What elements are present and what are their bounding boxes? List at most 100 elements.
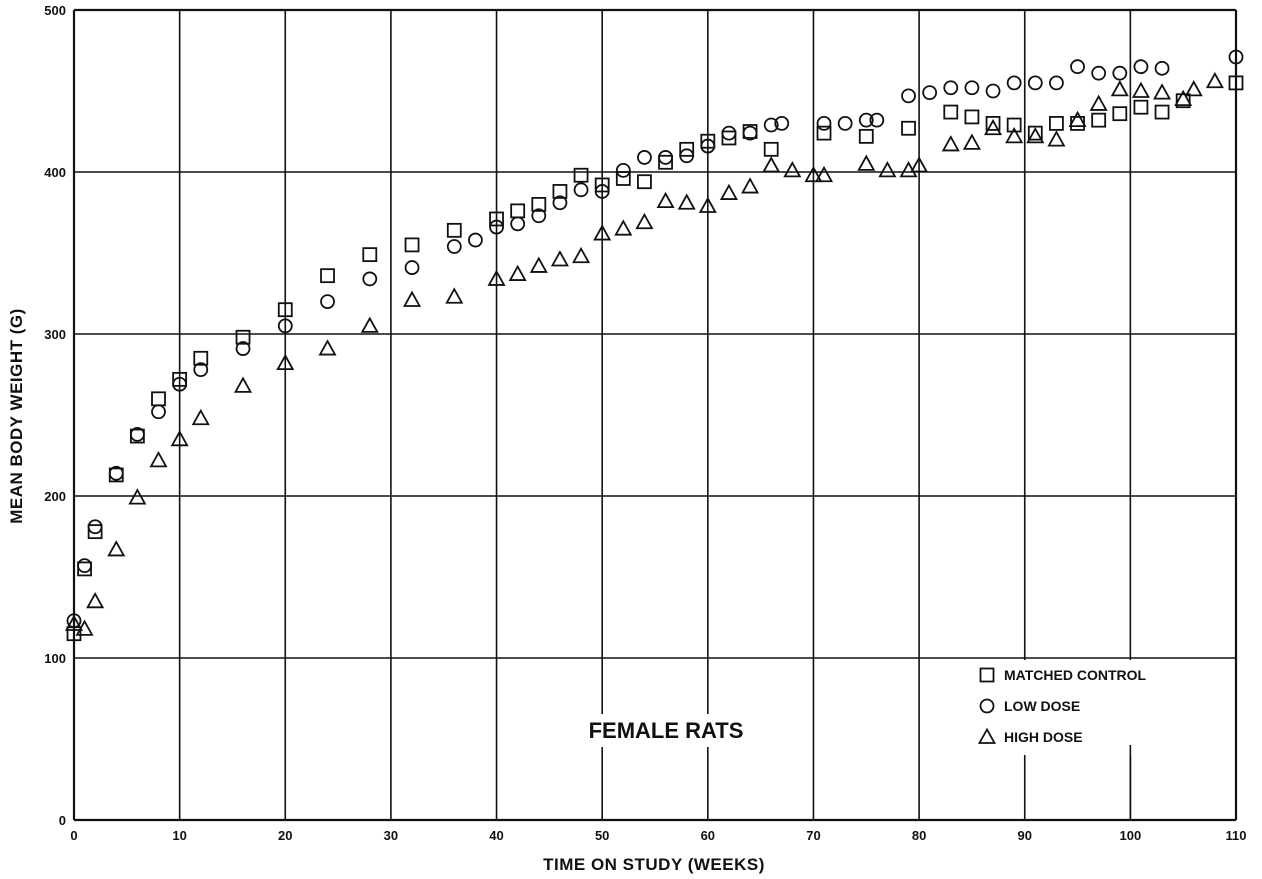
x-tick-label: 30 [384, 828, 398, 843]
point-triangle [1110, 80, 1129, 97]
point-circle [404, 260, 420, 275]
point-triangle [233, 376, 253, 393]
point-triangle [149, 451, 168, 468]
point-square [985, 116, 1001, 131]
point-square [87, 524, 103, 540]
legend-background [952, 660, 1187, 755]
point-triangle [1205, 71, 1224, 89]
point-square [531, 196, 547, 212]
point-square [658, 154, 673, 170]
point-triangle [1026, 127, 1045, 144]
point-circle [901, 88, 916, 104]
point-circle [108, 465, 124, 481]
legend-label: HIGH DOSE [1004, 729, 1083, 745]
point-circle [573, 182, 589, 198]
point-triangle [1174, 89, 1193, 106]
point-square [489, 211, 504, 227]
x-tick-label: 60 [701, 828, 715, 843]
point-triangle [487, 269, 506, 286]
point-triangle [508, 264, 527, 281]
x-axis-label: TIME ON STUDY (WEEKS) [543, 855, 765, 874]
point-circle [1049, 75, 1064, 91]
y-tick-label: 100 [44, 651, 66, 666]
chart-annotation: FEMALE RATS [589, 718, 744, 743]
y-axis-label: MEAN BODY WEIGHT (G) [7, 308, 26, 524]
point-square [637, 174, 652, 190]
point-square [510, 203, 526, 219]
point-triangle [878, 161, 897, 178]
point-circle [858, 112, 874, 128]
point-triangle [719, 183, 738, 200]
point-square [1112, 106, 1128, 122]
point-triangle [857, 154, 876, 171]
x-tick-label: 70 [806, 828, 820, 843]
point-square [1133, 99, 1149, 115]
point-circle [320, 294, 335, 310]
point-square [1006, 117, 1022, 133]
point-triangle [128, 488, 147, 505]
point-square [816, 125, 832, 141]
point-circle [172, 376, 188, 392]
point-triangle [941, 135, 960, 152]
point-circle [1154, 60, 1170, 76]
point-square [1027, 125, 1043, 141]
point-triangle [191, 408, 210, 426]
point-triangle [635, 212, 654, 230]
point-triangle [614, 219, 633, 236]
point-triangle [360, 316, 379, 333]
point-circle [763, 117, 779, 133]
point-circle [489, 219, 504, 235]
point-square [594, 177, 610, 193]
point-triangle [783, 161, 802, 178]
point-square [1228, 75, 1244, 91]
point-triangle [677, 193, 696, 210]
point-triangle [107, 540, 126, 557]
point-triangle [962, 133, 981, 150]
point-triangle [1131, 81, 1150, 98]
point-triangle [1184, 80, 1203, 97]
point-triangle [814, 165, 834, 183]
point-circle [531, 208, 547, 224]
point-triangle [1089, 94, 1108, 111]
point-circle [468, 232, 483, 248]
point-square [858, 128, 874, 144]
x-tick-label: 10 [172, 828, 186, 843]
point-triangle [403, 290, 422, 307]
x-tick-label: 80 [912, 828, 926, 843]
point-triangle [64, 614, 84, 631]
point-square [172, 371, 188, 387]
y-tick-label: 400 [44, 165, 66, 180]
point-circle [594, 184, 610, 199]
legend-marker-square [979, 667, 995, 683]
point-circle [964, 80, 980, 96]
point-circle [679, 148, 695, 164]
series-triangle [64, 71, 1224, 636]
point-square [235, 329, 251, 345]
point-square [1049, 116, 1064, 131]
point-triangle [984, 118, 1003, 136]
x-tick-label: 90 [1017, 828, 1031, 843]
point-triangle [899, 161, 918, 178]
point-circle [362, 271, 378, 287]
x-tick-label: 0 [70, 828, 77, 843]
point-square [573, 167, 589, 183]
point-circle [446, 239, 462, 254]
point-triangle [593, 224, 612, 241]
point-square [277, 302, 293, 318]
x-tick-label: 100 [1120, 828, 1142, 843]
point-circle [77, 558, 92, 574]
point-square [362, 247, 378, 263]
point-triangle [86, 591, 105, 609]
point-square [1070, 116, 1085, 131]
annotation-background [582, 714, 750, 747]
point-square [700, 133, 716, 149]
grid [72, 8, 1238, 822]
point-circle [816, 116, 832, 131]
point-triangle [741, 177, 760, 194]
point-circle [1228, 49, 1244, 65]
series-circle [66, 49, 1244, 629]
point-circle [700, 138, 716, 154]
x-tick-label: 40 [489, 828, 503, 843]
point-circle [277, 318, 293, 334]
point-triangle [572, 246, 591, 264]
